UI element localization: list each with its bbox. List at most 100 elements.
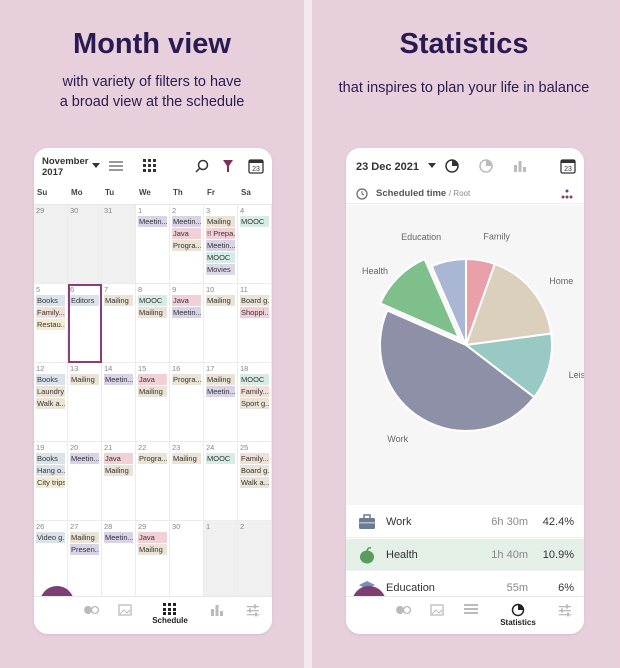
calendar-day-cell[interactable]: 2 bbox=[238, 521, 272, 600]
calendar-event[interactable]: Family... bbox=[240, 453, 269, 464]
calendar-event[interactable]: Meetin... bbox=[206, 386, 235, 397]
calendar-day-cell[interactable]: 30 bbox=[68, 205, 102, 284]
calendar-day-cell[interactable]: 18 MOOC Family... Sport g... bbox=[238, 363, 272, 442]
calendar-event[interactable]: Editors bbox=[70, 295, 99, 306]
calendar-event[interactable]: Walk a... bbox=[240, 477, 269, 488]
calendar-day-cell[interactable]: 1 bbox=[204, 521, 238, 600]
calendar-event[interactable]: Board g... bbox=[240, 465, 269, 476]
calendar-day-cell[interactable]: 23 Mailing bbox=[170, 442, 204, 521]
calendar-event[interactable]: Walk a... bbox=[36, 398, 65, 409]
calendar-event[interactable]: Mailing bbox=[172, 453, 201, 464]
calendar-event[interactable]: Laundry bbox=[36, 386, 65, 397]
scheduled-time-row[interactable]: Scheduled time / Root bbox=[346, 184, 584, 204]
calendar-event[interactable]: Mailing bbox=[70, 374, 99, 385]
pie-slice-work[interactable] bbox=[379, 309, 536, 432]
calendar-event[interactable]: Mailing bbox=[206, 295, 235, 306]
pie-slice-leisure[interactable] bbox=[463, 332, 553, 399]
nav-statistics[interactable]: Statistics bbox=[500, 603, 536, 629]
calendar-day-cell[interactable]: 19 Books Hang o... City trips bbox=[34, 442, 68, 521]
calendar-day-cell[interactable]: 22 Progra... bbox=[136, 442, 170, 521]
nav-settings[interactable] bbox=[238, 603, 268, 629]
calendar-event[interactable]: Progra... bbox=[172, 374, 201, 385]
list-view-icon[interactable] bbox=[106, 156, 126, 176]
calendar-event[interactable]: Java bbox=[138, 374, 167, 385]
nav-timer[interactable] bbox=[76, 603, 106, 629]
calendar-event[interactable]: Family... bbox=[240, 386, 269, 397]
calendar-event[interactable]: Meetin... bbox=[172, 216, 201, 227]
calendar-event[interactable]: Restau... bbox=[36, 319, 65, 330]
pie-slice-health[interactable] bbox=[378, 257, 461, 340]
month-grid-icon[interactable] bbox=[140, 156, 160, 176]
calendar-event[interactable]: Java bbox=[104, 453, 133, 464]
calendar-event[interactable]: Books bbox=[36, 374, 65, 385]
calendar-day-cell[interactable]: 24 MOOC bbox=[204, 442, 238, 521]
calendar-event[interactable]: Mailing bbox=[138, 307, 167, 318]
calendar-event[interactable]: Progra... bbox=[138, 453, 167, 464]
dropdown-arrow-icon[interactable] bbox=[422, 156, 442, 176]
calendar-event[interactable]: Mailing bbox=[104, 295, 133, 306]
nav-list[interactable] bbox=[456, 603, 486, 629]
calendar-event[interactable]: Mailing bbox=[104, 465, 133, 476]
calendar-event[interactable]: Java bbox=[172, 228, 201, 239]
calendar-day-cell[interactable]: 4 MOOC bbox=[238, 205, 272, 284]
nav-schedule[interactable]: Schedule bbox=[152, 603, 188, 629]
nav-gallery[interactable] bbox=[110, 603, 140, 629]
calendar-day-cell[interactable]: 8 MOOC Mailing bbox=[136, 284, 170, 363]
calendar-day-cell[interactable]: 14 Meetin... bbox=[102, 363, 136, 442]
calendar-today-icon[interactable]: 23 bbox=[558, 156, 578, 176]
calendar-event[interactable]: Meetin... bbox=[70, 453, 99, 464]
calendar-day-cell[interactable]: 29 Java Mailing bbox=[136, 521, 170, 600]
calendar-day-cell[interactable]: 28 Meetin... bbox=[102, 521, 136, 600]
calendar-day-cell[interactable]: 15 Java Mailing bbox=[136, 363, 170, 442]
calendar-event[interactable]: Mailing bbox=[70, 532, 99, 543]
calendar-event[interactable]: Meetin... bbox=[104, 532, 133, 543]
calendar-event[interactable]: Java bbox=[138, 532, 167, 543]
calendar-day-cell[interactable]: 21 Java Mailing bbox=[102, 442, 136, 521]
calendar-event[interactable]: Meetin... bbox=[206, 240, 235, 251]
calendar-event[interactable]: Mailing bbox=[138, 544, 167, 555]
calendar-day-cell[interactable]: 17 Mailing Meetin... bbox=[204, 363, 238, 442]
nav-timer[interactable] bbox=[388, 603, 418, 629]
calendar-event[interactable]: Meetin... bbox=[138, 216, 167, 227]
pie-slice-education[interactable] bbox=[430, 257, 467, 346]
calendar-event[interactable]: Movies bbox=[206, 264, 235, 275]
calendar-day-cell[interactable]: 31 bbox=[102, 205, 136, 284]
calendar-event[interactable]: MOOC bbox=[206, 252, 235, 263]
nav-settings[interactable] bbox=[550, 603, 580, 629]
calendar-event[interactable]: Mailing bbox=[138, 386, 167, 397]
calendar-day-cell[interactable]: 9 Java Meetin... bbox=[170, 284, 204, 363]
calendar-day-cell[interactable]: 2 Meetin... Java Progra... bbox=[170, 205, 204, 284]
bar-chart-tab-icon[interactable] bbox=[510, 156, 530, 176]
calendar-event[interactable]: Mailing bbox=[206, 216, 235, 227]
calendar-day-cell[interactable]: 5 Books Family... Restau... bbox=[34, 284, 68, 363]
month-selector[interactable]: November 2017 bbox=[42, 156, 88, 178]
calendar-day-cell[interactable]: 6 Editors bbox=[68, 284, 102, 363]
calendar-day-cell[interactable]: 12 Books Laundry Walk a... bbox=[34, 363, 68, 442]
stat-row[interactable]: Health 1h 40m 10.9% bbox=[346, 539, 584, 571]
stat-row[interactable]: Work 6h 30m 42.4% bbox=[346, 506, 584, 538]
calendar-event[interactable]: Video g... bbox=[36, 532, 65, 543]
calendar-day-cell[interactable]: 27 Mailing Presen... bbox=[68, 521, 102, 600]
calendar-day-cell[interactable]: 30 bbox=[170, 521, 204, 600]
calendar-today-icon[interactable]: 23 bbox=[246, 156, 266, 176]
calendar-day-cell[interactable]: 20 Meetin... bbox=[68, 442, 102, 521]
calendar-event[interactable]: Books bbox=[36, 295, 65, 306]
nav-gallery[interactable] bbox=[422, 603, 452, 629]
calendar-event[interactable]: Sport g... bbox=[240, 398, 269, 409]
search-icon[interactable] bbox=[192, 156, 212, 176]
calendar-event[interactable]: !! Prepa... bbox=[206, 228, 235, 239]
calendar-event[interactable]: MOOC bbox=[240, 216, 269, 227]
calendar-event[interactable]: Java bbox=[172, 295, 201, 306]
calendar-event[interactable]: MOOC bbox=[206, 453, 235, 464]
calendar-day-cell[interactable]: 29 bbox=[34, 205, 68, 284]
calendar-day-cell[interactable]: 1 Meetin... bbox=[136, 205, 170, 284]
calendar-event[interactable]: Books bbox=[36, 453, 65, 464]
pie-chart-tab-icon[interactable] bbox=[442, 156, 462, 176]
dropdown-arrow-icon[interactable] bbox=[86, 156, 106, 176]
date-selector[interactable]: 23 Dec 2021 bbox=[356, 161, 419, 173]
calendar-event[interactable]: Meetin... bbox=[104, 374, 133, 385]
nav-charts[interactable] bbox=[202, 603, 232, 629]
